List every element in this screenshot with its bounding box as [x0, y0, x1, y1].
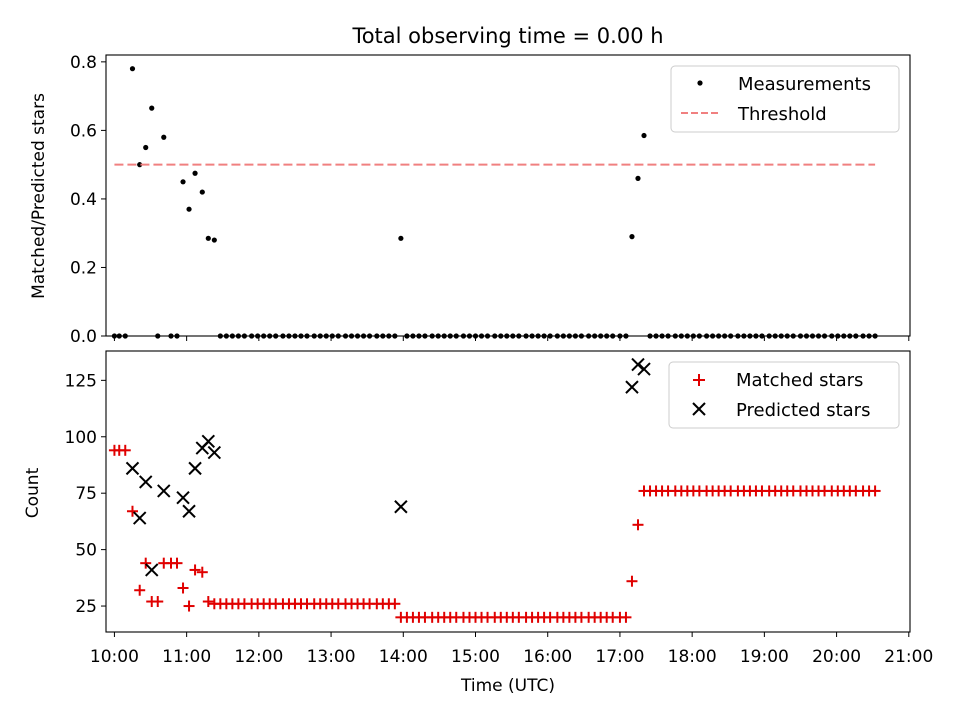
- top-legend: Measurements Threshold: [670, 65, 900, 133]
- top-axes-frame: [105, 54, 911, 337]
- measurement-point: [137, 162, 143, 168]
- measurement-point: [161, 134, 167, 140]
- x-tick-label: 15:00: [451, 647, 500, 667]
- matched-stars-point: [626, 575, 638, 587]
- bottom-axes-frame: [105, 350, 911, 633]
- y-tick-label: 0.6: [70, 121, 97, 141]
- y-tick-label: 75: [75, 484, 97, 504]
- predicted-stars-point: [125, 461, 140, 476]
- bottom-panel: 25 50 75 100 125 10:00 11:00 12:00 13:00 14:00 15…: [23, 350, 933, 696]
- figure-title: Total observing time = 0.00 h: [351, 24, 663, 48]
- matched-stars-point: [140, 557, 152, 569]
- matched-stars-point: [869, 485, 881, 497]
- bottom-legend-box: [668, 361, 900, 429]
- matched-stars-point: [152, 596, 164, 608]
- measurement-point: [129, 66, 136, 72]
- x-tick-label: 16:00: [523, 647, 572, 667]
- matched-stars-point: [189, 564, 201, 576]
- top-y-ticks: 0.0 0.2 0.4 0.6 0.8: [70, 53, 106, 347]
- y-tick-label: 25: [75, 597, 97, 617]
- measurement-point: [149, 105, 155, 111]
- matched-stars-point: [632, 519, 644, 531]
- x-axis-label: Time (UTC): [460, 676, 555, 696]
- predicted-stars-point: [394, 500, 408, 514]
- x-tick-label: 12:00: [234, 647, 283, 667]
- measurement-point: [186, 206, 192, 212]
- measurement-point: [641, 132, 647, 139]
- predicted-stars-point: [157, 484, 171, 498]
- x-tick-label: 13:00: [307, 647, 356, 667]
- matched-stars-point: [389, 598, 401, 610]
- matched-stars-point: [202, 596, 214, 608]
- legend-matched-label: Matched stars: [736, 370, 863, 391]
- legend-matched-marker: [693, 374, 705, 386]
- measurement-point: [192, 170, 198, 176]
- matched-stars-point: [119, 444, 131, 456]
- matched-stars-point: [620, 611, 632, 623]
- y-tick-label: 0.0: [70, 327, 97, 347]
- legend-threshold-label: Threshold: [737, 104, 827, 125]
- predicted-stars-point: [176, 490, 190, 505]
- legend-measurements-label: Measurements: [738, 74, 871, 95]
- y-tick-label: 0.2: [70, 258, 97, 278]
- measurement-point: [398, 235, 404, 241]
- predicted-stars-point: [188, 461, 202, 476]
- top-y-label: Matched/Predicted stars: [29, 93, 49, 299]
- bottom-legend: Matched stars Predicted stars: [668, 361, 900, 429]
- measurement-point: [199, 189, 205, 195]
- top-panel: 0.00.20.40.60.8 Matched/Predicted stars …: [29, 53, 911, 347]
- y-tick-label: 125: [65, 371, 97, 391]
- predicted-stars-point: [182, 504, 196, 518]
- legend-measurements-marker: [697, 80, 703, 86]
- predicted-stars-point: [201, 434, 216, 448]
- x-tick-label: 10:00: [90, 647, 139, 667]
- y-tick-label: 0.4: [70, 190, 97, 210]
- predicted-stars-point: [139, 475, 153, 489]
- measurement-point: [180, 179, 186, 185]
- matched-stars-point: [134, 584, 146, 596]
- legend-predicted-marker: [692, 402, 706, 416]
- x-tick-label: 18:00: [668, 647, 717, 667]
- predicted-stars-point: [637, 362, 651, 376]
- matched-stars-point: [183, 600, 195, 612]
- matched-stars-point: [126, 505, 138, 517]
- predicted-stars-point: [132, 511, 147, 525]
- x-tick-label: 11:00: [162, 647, 211, 667]
- measurement-point: [143, 144, 149, 151]
- matched-stars-point: [171, 557, 183, 569]
- bottom-y-label: Count: [23, 467, 43, 518]
- top-legend-box: [670, 65, 900, 133]
- y-tick-label: 100: [65, 428, 97, 448]
- predicted-stars-point: [207, 445, 222, 460]
- x-tick-label: 14:00: [379, 647, 428, 667]
- matched-stars-point: [177, 582, 189, 594]
- bottom-plot-area: [108, 357, 881, 623]
- measurement-point: [635, 175, 641, 181]
- top-x-ticks: [113, 336, 910, 341]
- x-tick-label: 20:00: [812, 647, 861, 667]
- predicted-stars-point: [145, 563, 159, 577]
- predicted-stars-point: [625, 380, 639, 394]
- y-tick-label: 50: [75, 541, 97, 561]
- measurement-point: [211, 237, 217, 243]
- x-tick-label: 17:00: [595, 647, 644, 667]
- y-tick-label: 0.8: [70, 53, 97, 73]
- measurement-point: [629, 234, 635, 240]
- bottom-x-ticks: 10:00 11:00 12:00 13:00 14:00 15:00 16:00 17:00…: [90, 632, 933, 667]
- bottom-y-ticks: 25 50 75 100 125: [65, 371, 106, 617]
- legend-predicted-label: Predicted stars: [736, 400, 870, 421]
- measurement-point: [205, 235, 211, 241]
- matched-stars-point: [196, 566, 208, 578]
- predicted-stars-point: [631, 357, 645, 372]
- x-tick-label: 21:00: [884, 647, 933, 667]
- x-tick-label: 19:00: [740, 647, 789, 667]
